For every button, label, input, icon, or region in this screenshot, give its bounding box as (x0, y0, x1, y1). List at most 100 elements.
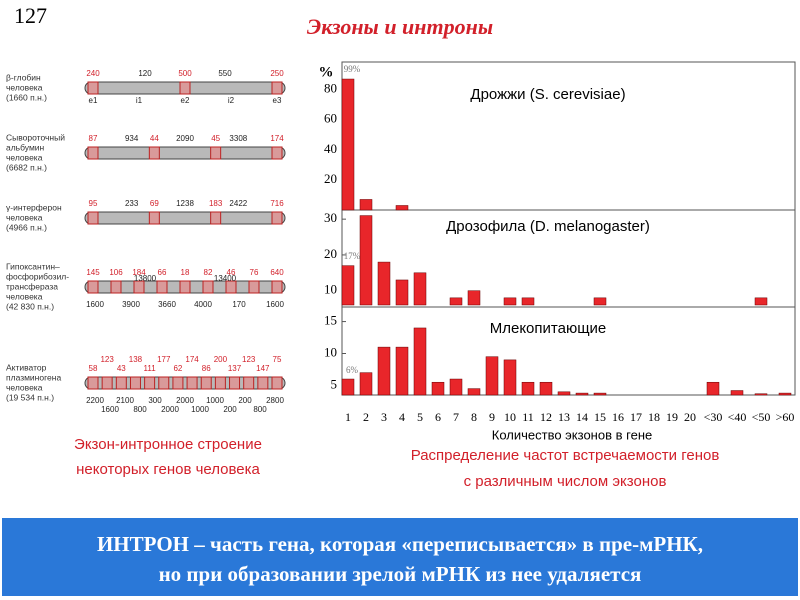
x-tick-label: <30 (704, 410, 723, 424)
exon (229, 376, 241, 390)
slide-title: Экзоны и интроны (307, 14, 493, 39)
bar (395, 205, 409, 211)
x-tick-label: 3 (381, 410, 387, 424)
exon-length: 123 (100, 355, 114, 364)
y-tick-label: 15 (324, 313, 337, 328)
intron-length: 2090 (176, 134, 194, 143)
exon-length: 111 (144, 364, 157, 373)
x-tick-label: 7 (453, 410, 459, 424)
x-tick-label: 19 (666, 410, 678, 424)
bar (449, 297, 463, 306)
exon (271, 376, 283, 390)
exon (115, 376, 127, 390)
exon (271, 146, 283, 160)
y-tick-label: 30 (324, 210, 337, 225)
gene-name: Сывороточный (6, 132, 65, 142)
exon (129, 376, 141, 390)
bar (395, 279, 409, 306)
panel-title: Млекопитающие (490, 320, 607, 337)
exon-length: 145 (86, 268, 100, 277)
right-caption: с различным числом экзонов (464, 473, 667, 490)
exon (87, 211, 99, 225)
annotation: 17% (344, 251, 361, 261)
bar (413, 327, 427, 396)
bar (395, 346, 409, 396)
gene-name: γ-интерферон (6, 202, 62, 212)
bar (593, 392, 607, 396)
y-tick-label: 20 (324, 246, 337, 261)
gene-name: человека (6, 382, 43, 392)
gene-part: e1 (89, 96, 98, 105)
intron-length: 800 (133, 405, 147, 414)
gene-part: i1 (136, 96, 143, 105)
exon (214, 376, 226, 390)
x-tick-label: 16 (612, 410, 624, 424)
intron-length: 200 (238, 396, 252, 405)
bar (467, 290, 481, 306)
bar (539, 381, 553, 396)
bar (449, 378, 463, 396)
exon-length: 62 (173, 364, 182, 373)
gene-name: человека (6, 82, 43, 92)
exon-length: 500 (178, 69, 192, 78)
intron-length: 13400 (214, 274, 237, 283)
bar (431, 381, 445, 396)
exon-length: 58 (89, 364, 98, 373)
intron-length: 2422 (229, 199, 247, 208)
x-tick-label: >60 (776, 410, 795, 424)
y-tick-label: 20 (324, 171, 337, 186)
gene-name: человека (6, 212, 43, 222)
bar (359, 215, 373, 306)
bar (413, 272, 427, 306)
exon-length: 45 (211, 134, 220, 143)
gene-name: (6682 п.н.) (6, 162, 47, 172)
x-tick-label: 2 (363, 410, 369, 424)
definition-box (2, 518, 798, 596)
y-tick-label: 10 (324, 344, 337, 359)
intron-length: 2100 (116, 396, 134, 405)
gene-bar (84, 146, 286, 160)
x-tick-label: 9 (489, 410, 495, 424)
intron-length: 13800 (134, 274, 157, 283)
bar (485, 356, 499, 396)
bar (377, 346, 391, 396)
gene-name: (4966 п.н.) (6, 222, 47, 232)
definition: но при образовании зрелой мРНК из нее уд… (159, 562, 642, 586)
intron-length: 2800 (266, 396, 284, 405)
bar (341, 378, 355, 396)
x-tick-label: 6 (435, 410, 441, 424)
exon (148, 211, 160, 225)
y-tick-label: 60 (324, 111, 337, 126)
x-tick-label: 1 (345, 410, 351, 424)
intron-length: 3900 (122, 300, 140, 309)
intron-length: 2000 (176, 396, 194, 405)
exon-length: 183 (209, 199, 223, 208)
intron-length: 1600 (266, 300, 284, 309)
intron-length: 170 (232, 300, 246, 309)
gene-part: e2 (181, 96, 190, 105)
annotation: 6% (346, 365, 359, 375)
x-tick-label: <40 (728, 410, 747, 424)
gene-name: человека (6, 291, 43, 301)
bar (503, 359, 517, 396)
intron-length: 800 (253, 405, 267, 414)
exon-length: 184 (132, 268, 146, 277)
bar (467, 388, 481, 396)
exon (202, 280, 214, 294)
x-axis-label: Количество экзонов в гене (492, 427, 652, 442)
exon (133, 280, 145, 294)
exon-length: 69 (150, 199, 159, 208)
exon (144, 376, 156, 390)
x-tick-label: 11 (522, 410, 534, 424)
intron-length: 2000 (161, 405, 179, 414)
gene-part: i2 (228, 96, 235, 105)
exon (186, 376, 198, 390)
intron-length: 300 (148, 396, 162, 405)
exon-length: 137 (228, 364, 242, 373)
intron-length: 3308 (229, 134, 247, 143)
intron-length: 1600 (101, 405, 119, 414)
exon-length: 174 (185, 355, 199, 364)
bar (730, 390, 744, 396)
exon-length: 174 (270, 134, 284, 143)
exon-length: 82 (204, 268, 213, 277)
